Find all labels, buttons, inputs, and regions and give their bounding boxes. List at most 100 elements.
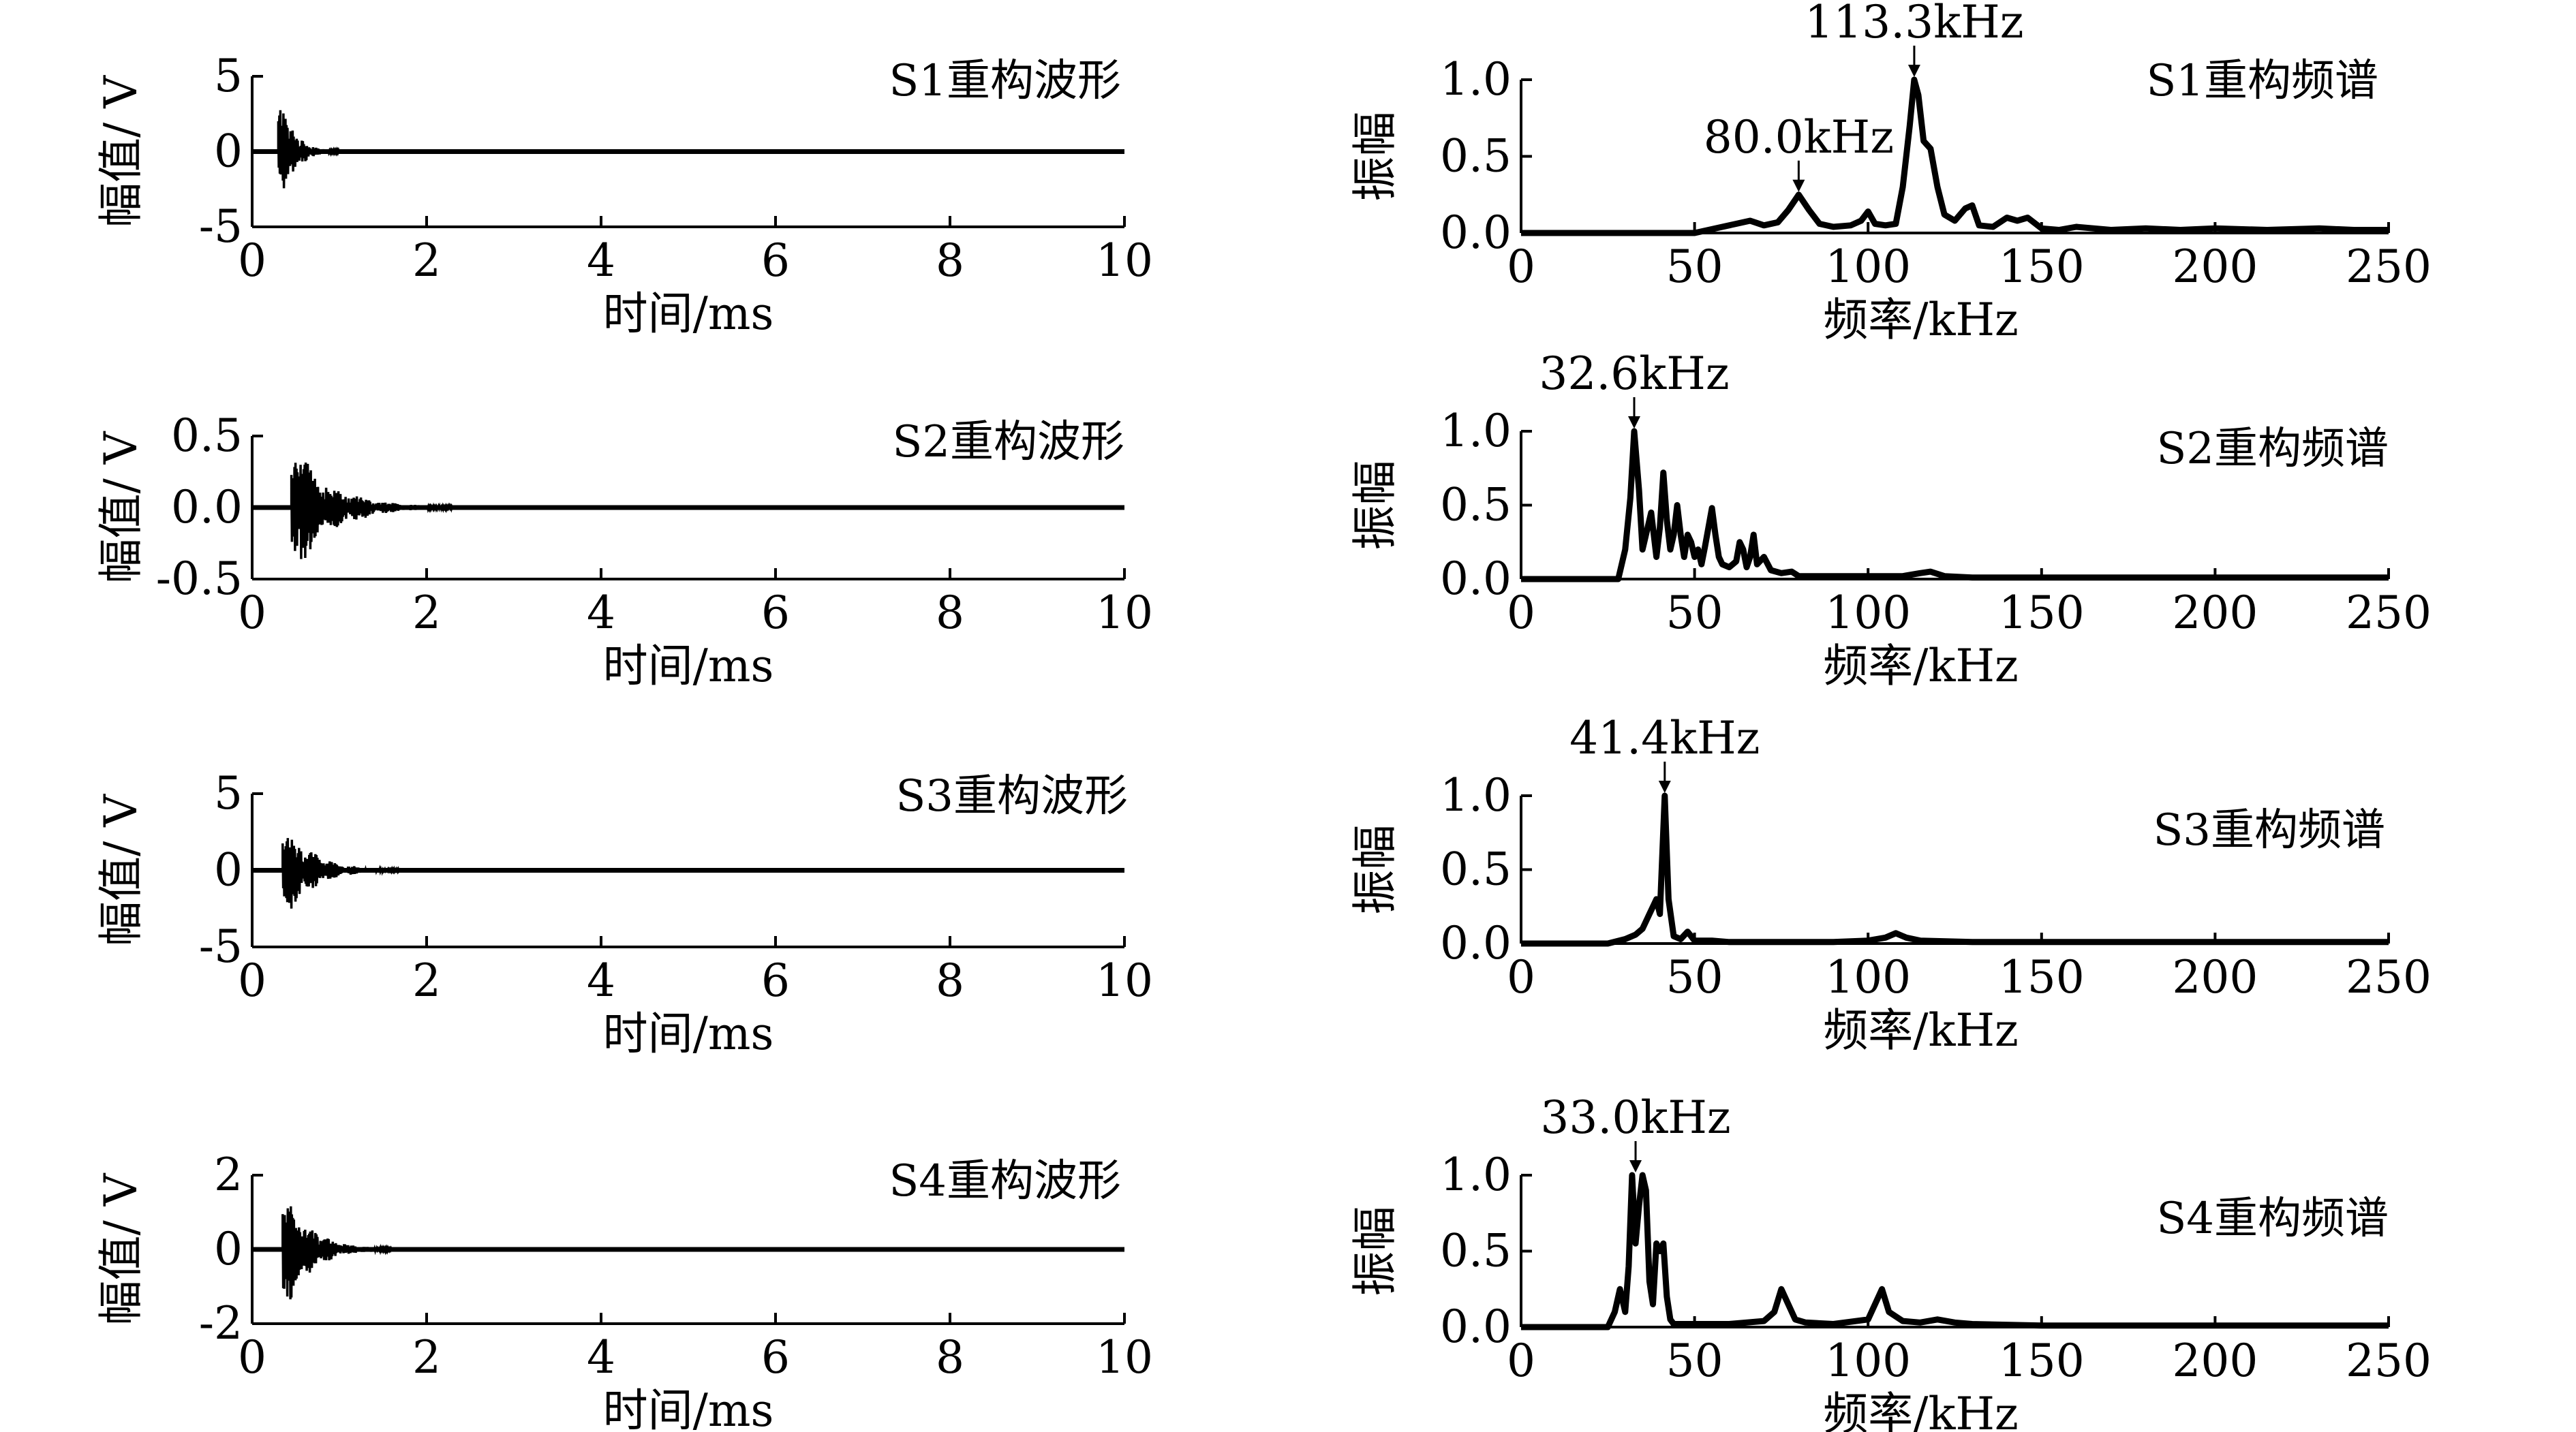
x-tick-label: 50 xyxy=(1666,587,1723,639)
panel-2: 0 50 100 150 200 250 1.0 0.5 0.0 频率/kHz 振幅 S1重构频谱 11… xyxy=(1349,0,2432,346)
x-tick-label: 150 xyxy=(1999,240,2085,293)
x-tick-label: 0 xyxy=(1507,240,1535,293)
x-tick-label: 0 xyxy=(238,234,266,287)
spectrum-line xyxy=(1521,428,2389,582)
y-tick-label: 0.5 xyxy=(1440,843,1512,896)
x-tick-label: 8 xyxy=(936,234,964,287)
panel-title: S2重构频谱 xyxy=(2156,424,2389,474)
x-axis-label: 时间/ms xyxy=(603,1384,774,1432)
x-tick-label: 0 xyxy=(1507,951,1535,1003)
y-tick-label: 0 xyxy=(214,125,243,178)
panel-8: 0 50 100 150 200 250 1.0 0.5 0.0 频率/kHz 振幅 S4重构频谱 33… xyxy=(1349,1091,2432,1432)
x-tick-label: 150 xyxy=(1999,587,2085,639)
x-tick-label: 8 xyxy=(936,587,964,639)
peak-annotation: 41.4kHz xyxy=(1569,712,1760,793)
y-tick-label: 0.0 xyxy=(1440,552,1512,605)
x-tick-label: 6 xyxy=(761,954,790,1007)
x-tick-label: 200 xyxy=(2172,951,2258,1003)
x-tick-label: 10 xyxy=(1096,1331,1153,1384)
x-tick-label: 6 xyxy=(761,1331,790,1384)
x-tick-label: 10 xyxy=(1096,587,1153,639)
peak-label: 33.0kHz xyxy=(1540,1091,1730,1144)
x-tick-label: 10 xyxy=(1096,234,1153,287)
x-tick-label: 250 xyxy=(2346,1335,2432,1387)
waveform-burst xyxy=(277,110,341,189)
x-tick-label: 4 xyxy=(587,587,615,639)
spectrum-line xyxy=(1521,76,2389,236)
x-tick-label: 250 xyxy=(2346,587,2432,639)
panel-title: S1重构波形 xyxy=(889,56,1121,106)
y-tick-label: 5 xyxy=(214,767,243,820)
x-axis-label: 频率/kHz xyxy=(1823,294,2019,346)
panel-6: 0 50 100 150 200 250 1.0 0.5 0.0 频率/kHz 振幅 S3重构频谱 41… xyxy=(1349,712,2432,1057)
waveform-burst xyxy=(281,1206,393,1300)
y-tick-label: 0.0 xyxy=(1440,206,1512,259)
waveform-burst xyxy=(290,462,454,559)
y-tick-label: 0 xyxy=(214,1223,243,1275)
y-tick-label: 0.0 xyxy=(1440,1301,1512,1353)
x-tick-label: 8 xyxy=(936,954,964,1007)
x-tick-label: 2 xyxy=(412,954,441,1007)
x-tick-label: 6 xyxy=(761,234,790,287)
panel-4: 0 50 100 150 200 250 1.0 0.5 0.0 频率/kHz 振幅 S2重构频谱 32… xyxy=(1349,347,2432,692)
peak-label: 113.3kHz xyxy=(1805,0,2023,48)
x-tick-label: 150 xyxy=(1999,951,2085,1003)
y-tick-label: 1.0 xyxy=(1440,769,1512,822)
x-tick-label: 200 xyxy=(2172,240,2258,293)
y-axis-label: 振幅 xyxy=(1349,112,1401,202)
x-tick-label: 50 xyxy=(1666,951,1723,1003)
x-axis-label: 时间/ms xyxy=(603,1008,774,1060)
x-tick-label: 4 xyxy=(587,234,615,287)
x-axis-label: 频率/kHz xyxy=(1823,1388,2019,1432)
y-axis-label: 振幅 xyxy=(1349,461,1401,550)
y-axis-label: 幅值/ V xyxy=(95,794,147,946)
x-tick-label: 4 xyxy=(587,1331,615,1384)
peak-arrow-head xyxy=(1627,416,1640,429)
x-tick-label: 100 xyxy=(1825,951,1911,1003)
y-tick-label: 2 xyxy=(214,1149,243,1201)
y-tick-label: 1.0 xyxy=(1440,405,1512,457)
x-axis-label: 时间/ms xyxy=(603,640,774,692)
x-tick-label: 100 xyxy=(1825,1335,1911,1387)
x-tick-label: 8 xyxy=(936,1331,964,1384)
x-tick-label: 100 xyxy=(1825,587,1911,639)
spectrum-line xyxy=(1521,1172,2389,1330)
y-tick-label: -5 xyxy=(199,920,243,973)
x-tick-label: 2 xyxy=(412,587,441,639)
x-tick-label: 100 xyxy=(1825,240,1911,293)
x-tick-label: 200 xyxy=(2172,1335,2258,1387)
peak-annotation: 80.0kHz xyxy=(1704,111,1894,192)
peak-label: 32.6kHz xyxy=(1539,347,1729,400)
x-tick-label: 0 xyxy=(1507,587,1535,639)
y-axis-label: 振幅 xyxy=(1349,1207,1401,1296)
y-tick-label: 5 xyxy=(214,50,243,102)
y-axis-label: 振幅 xyxy=(1349,825,1401,915)
x-axis-label: 时间/ms xyxy=(603,287,774,340)
x-tick-label: 50 xyxy=(1666,240,1723,293)
x-tick-label: 6 xyxy=(761,587,790,639)
x-tick-label: 50 xyxy=(1666,1335,1723,1387)
panel-title: S4重构波形 xyxy=(889,1156,1121,1207)
x-tick-label: 0 xyxy=(238,1331,266,1384)
x-tick-label: 0 xyxy=(238,954,266,1007)
x-tick-label: 0 xyxy=(238,587,266,639)
peak-arrow-head xyxy=(1629,1160,1642,1172)
x-axis-label: 频率/kHz xyxy=(1823,1004,2019,1057)
x-tick-label: 0 xyxy=(1507,1335,1535,1387)
x-tick-label: 2 xyxy=(412,234,441,287)
spectrum-line xyxy=(1521,792,2389,947)
y-axis-label: 幅值/ V xyxy=(95,75,147,228)
y-tick-label: 0.5 xyxy=(171,409,243,462)
x-tick-label: 150 xyxy=(1999,1335,2085,1387)
peak-label: 41.4kHz xyxy=(1569,712,1760,764)
x-tick-label: 200 xyxy=(2172,587,2258,639)
peak-arrow-head xyxy=(1792,179,1805,192)
y-tick-label: -5 xyxy=(199,200,243,253)
panel-title: S2重构波形 xyxy=(892,417,1124,467)
panel-title: S4重构频谱 xyxy=(2156,1194,2389,1244)
x-tick-label: 250 xyxy=(2346,240,2432,293)
y-tick-label: 0.5 xyxy=(1440,479,1512,531)
peak-annotation: 33.0kHz xyxy=(1540,1091,1731,1172)
